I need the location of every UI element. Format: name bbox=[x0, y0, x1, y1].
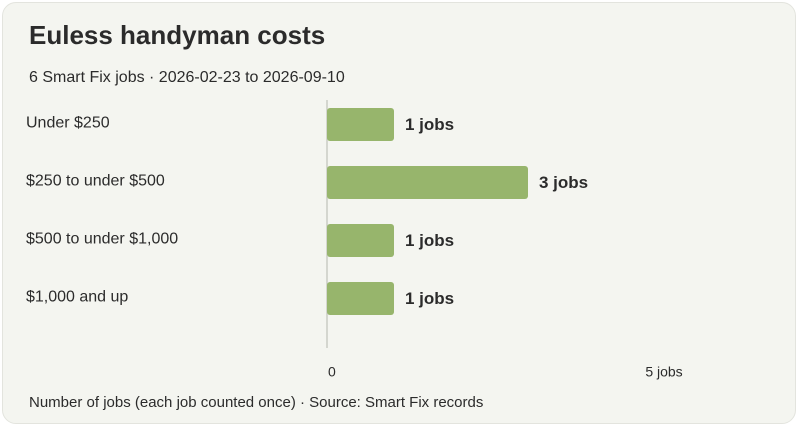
chart-card: Euless handyman costs 6 Smart Fix jobs ·… bbox=[2, 2, 796, 424]
bar bbox=[327, 166, 528, 199]
x-tick-label: 0 bbox=[328, 364, 336, 380]
bar bbox=[327, 108, 394, 141]
x-tick-label: 5 jobs bbox=[645, 364, 682, 380]
bar bbox=[327, 224, 394, 257]
chart-footnote: Number of jobs (each job counted once) ·… bbox=[29, 394, 484, 411]
chart-title: Euless handyman costs bbox=[29, 20, 326, 50]
data-label: 1 jobs bbox=[405, 231, 454, 250]
category-label: $500 to under $1,000 bbox=[26, 231, 178, 248]
chart-subtitle: 6 Smart Fix jobs · 2026-02-23 to 2026-09… bbox=[29, 69, 345, 86]
data-label: 1 jobs bbox=[405, 289, 454, 308]
category-label: Under $250 bbox=[26, 115, 110, 132]
category-label: $1,000 and up bbox=[26, 289, 128, 306]
data-label: 1 jobs bbox=[405, 115, 454, 134]
bar bbox=[327, 282, 394, 315]
data-label: 3 jobs bbox=[539, 173, 588, 192]
category-label: $250 to under $500 bbox=[26, 173, 165, 190]
